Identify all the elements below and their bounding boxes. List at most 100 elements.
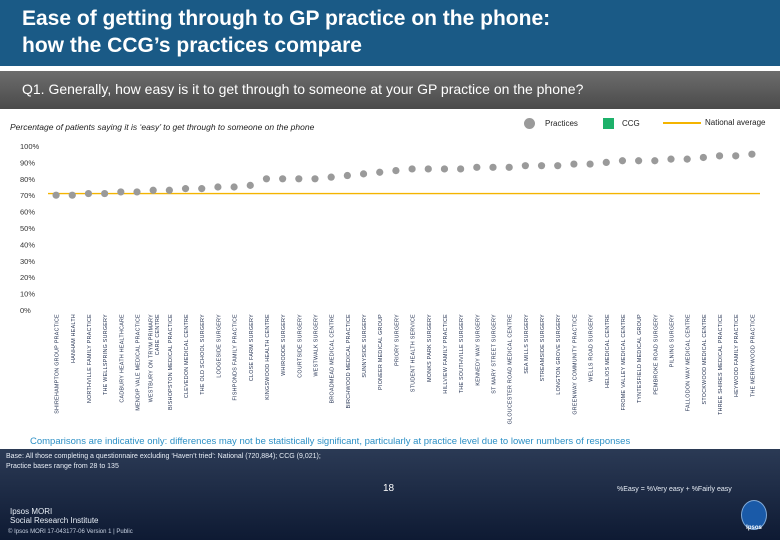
y-tick-label: 100% bbox=[20, 142, 40, 151]
category-label: STREAMSIDE SURGERY bbox=[540, 314, 546, 382]
y-tick-label: 70% bbox=[20, 191, 35, 200]
category-label: STUDENT HEALTH SERVICE bbox=[411, 314, 417, 392]
practice-point bbox=[230, 183, 238, 191]
category-label: THREE SHIRES MEDICAL PRACTICE bbox=[718, 314, 724, 415]
practice-point bbox=[198, 185, 206, 193]
category-label: BISHOPSTON MEDICAL PRACTICE bbox=[168, 314, 174, 410]
practice-point bbox=[165, 186, 173, 194]
practice-point bbox=[262, 175, 271, 183]
category-label: GREENWAY COMMUNITY PRACTICE bbox=[572, 314, 578, 415]
category-label: FALLODON WAY MEDICAL CENTRE bbox=[686, 314, 692, 411]
practice-point bbox=[214, 183, 222, 191]
category-label: MONKS PARK SURGERY bbox=[427, 314, 433, 382]
practice-point bbox=[359, 170, 368, 178]
category-label: WELLS ROAD SURGERY bbox=[589, 314, 595, 382]
practice-point bbox=[133, 188, 141, 196]
scatter-chart: 0% 10% 20% 30% 40% 50% 60% 70% 80% 90% 100% SHIREHA… bbox=[20, 142, 760, 425]
category-label: BIRCHWOOD MEDICAL PRACTICE bbox=[346, 314, 352, 409]
y-tick-label: 10% bbox=[20, 290, 35, 299]
practice-point bbox=[52, 191, 60, 199]
practice-point bbox=[327, 173, 335, 181]
legend-ccg-label: CCG bbox=[622, 119, 640, 128]
copyright-text: © Ipsos MORI 17-043177-06 Version 1 | Pu… bbox=[8, 529, 133, 535]
base-text: Base: All those completing a questionnai… bbox=[6, 453, 321, 470]
chart-subtitle: Percentage of patients saying it is ‘eas… bbox=[10, 122, 315, 132]
practice-point bbox=[84, 189, 93, 198]
legend-national: National average bbox=[663, 118, 765, 127]
practice-point bbox=[586, 160, 594, 168]
header-bar: Ease of getting through to GP practice o… bbox=[0, 0, 780, 66]
category-label: SUNNYSIDE SURGERY bbox=[362, 314, 368, 378]
category-label: GLOUCESTER ROAD MEDICAL CENTRE bbox=[508, 314, 514, 425]
practice-point bbox=[149, 186, 157, 194]
practice-point bbox=[699, 153, 707, 162]
category-label: SEA MILLS SURGERY bbox=[524, 314, 530, 374]
category-label: ST MARY STREET SURGERY bbox=[492, 314, 498, 394]
category-label: BROADMEAD MEDICAL CENTRE bbox=[330, 314, 336, 404]
category-label: COURTSIDE SURGERY bbox=[297, 314, 303, 378]
practice-point bbox=[489, 163, 497, 171]
practice-point bbox=[392, 167, 400, 175]
practice-point bbox=[295, 175, 303, 183]
category-label: HANHAM HEALTH bbox=[71, 314, 77, 363]
practice-point bbox=[101, 189, 109, 198]
question-bar: Q1. Generally, how easy is it to get thr… bbox=[0, 71, 780, 109]
y-tick-label: 60% bbox=[20, 208, 35, 217]
practice-point bbox=[343, 171, 351, 180]
page-number: 18 bbox=[383, 483, 395, 494]
category-label: FISHPONDS FAMILY PRACTICE bbox=[233, 314, 239, 401]
ipsos-logo-icon bbox=[741, 500, 767, 530]
practice-point bbox=[732, 152, 740, 160]
category-label: TYNTESFIELD MEDICAL GROUP bbox=[637, 314, 643, 403]
national-line-icon bbox=[663, 121, 701, 124]
ccg-marker-icon bbox=[603, 118, 614, 129]
category-label: WESTBURY ON TRYM PRIMARYCARE CENTRE bbox=[148, 314, 160, 402]
ipsos-mori-logo-text: Ipsos MORI Social Research Institute bbox=[10, 507, 99, 525]
category-label: KINGSWOOD HEALTH CENTRE bbox=[265, 314, 271, 400]
footer-bar: Base: All those completing a questionnai… bbox=[0, 449, 780, 540]
ipsos-logo-label: Ipsos bbox=[746, 525, 762, 531]
category-label: PRIORY SURGERY bbox=[394, 314, 400, 366]
legend-ccg: CCG bbox=[603, 118, 640, 129]
practice-point bbox=[408, 165, 416, 173]
category-label: THE MERRYWOOD PRACTICE bbox=[750, 314, 756, 397]
page-title: Ease of getting through to GP practice o… bbox=[22, 7, 551, 57]
practice-point bbox=[667, 155, 675, 163]
category-label: SHIREHAMPTON GROUP PRACTICE bbox=[55, 314, 61, 414]
legend-practices-label: Practices bbox=[545, 119, 578, 128]
category-label: HELIOS MEDICAL CENTRE bbox=[605, 314, 611, 388]
category-label: THE WELLSPRING SURGERY bbox=[103, 314, 109, 395]
category-label: NORTHVILLE FAMILY PRACTICE bbox=[87, 314, 93, 403]
category-label: THE SOUTHVILLE SURGERY bbox=[459, 314, 465, 393]
category-label: FROME VALLEY MEDICAL CENTRE bbox=[621, 314, 627, 410]
practice-point bbox=[537, 162, 546, 170]
legend-practices: Practices bbox=[524, 118, 578, 129]
category-label: THE OLD SCHOOL SURGERY bbox=[200, 314, 206, 395]
category-label: PEMBROKE ROAD SURGERY bbox=[653, 314, 659, 395]
practice-point bbox=[570, 160, 578, 168]
y-tick-label: 80% bbox=[20, 175, 35, 184]
category-label: CLOSE FARM SURGERY bbox=[249, 314, 255, 381]
category-label: LONGTON GROVE SURGERY bbox=[556, 314, 562, 395]
practice-point bbox=[635, 157, 643, 165]
category-label: KENNEDY WAY SURGERY bbox=[475, 314, 481, 386]
practice-point bbox=[457, 165, 465, 173]
practice-point bbox=[68, 191, 76, 199]
y-tick-label: 30% bbox=[20, 257, 35, 266]
practice-point bbox=[683, 155, 691, 163]
category-label: WESTWALK SURGERY bbox=[314, 314, 320, 377]
category-label: PILNING SURGERY bbox=[670, 314, 676, 367]
practice-point bbox=[181, 185, 190, 193]
category-label: STOCKWOOD MEDICAL CENTRE bbox=[702, 314, 708, 405]
practice-point bbox=[554, 162, 562, 170]
practice-point bbox=[618, 157, 627, 165]
y-tick-label: 90% bbox=[20, 158, 35, 167]
easy-definition: %Easy = %Very easy + %Fairly easy bbox=[617, 486, 732, 493]
category-label: CADBURY HEATH HEALTHCARE bbox=[119, 314, 125, 403]
category-label: HEYWOOD FAMILY PRACTICE bbox=[734, 314, 740, 397]
practice-point bbox=[473, 163, 481, 171]
legend-national-label: National average bbox=[705, 118, 766, 127]
practice-point bbox=[279, 175, 287, 183]
category-label: WHIRODDE SURGERY bbox=[281, 314, 287, 376]
practice-point bbox=[117, 188, 125, 196]
